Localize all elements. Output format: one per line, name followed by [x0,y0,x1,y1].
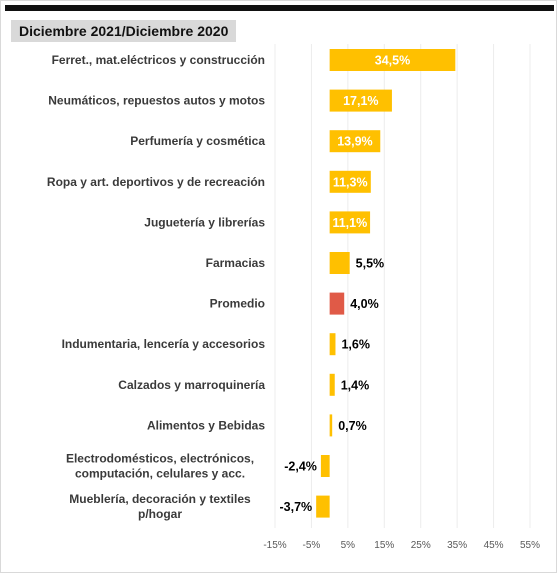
bar [329,211,371,234]
x-tick-label: 45% [484,540,504,551]
value-label: 1,6% [341,338,370,352]
value-label: 11,3% [333,175,368,189]
chart-title: Diciembre 2021/Diciembre 2020 [11,20,237,42]
bar [329,414,333,437]
bar [320,455,330,477]
category-label: Calzados y marroquinería [118,378,265,392]
bar [316,495,330,518]
bar [329,373,335,396]
category-label: Mueblería, decoración y textiles [69,492,251,506]
bar [329,252,350,274]
x-tick-label: 15% [374,540,394,551]
category-label: Promedio [210,297,265,311]
x-tick-label: 35% [447,540,467,551]
value-label: 0,7% [338,419,367,433]
value-label: -2,4% [284,460,317,474]
category-label: Neumáticos, repuestos autos y motos [48,94,265,108]
value-label: 1,4% [341,378,370,392]
category-label: p/hogar [138,507,182,521]
bar [329,292,345,315]
value-label: 13,9% [337,135,372,149]
bar [329,130,381,153]
x-tick-label: -5% [303,540,321,551]
value-label: 17,1% [343,94,378,108]
bar [329,333,336,356]
x-tick-label: 25% [411,540,431,551]
category-label: Farmacias [206,256,266,270]
bar [329,89,392,112]
value-label: 11,1% [332,216,367,230]
category-label: Alimentos y Bebidas [147,418,265,432]
value-label: 34,5% [375,54,410,68]
bar [329,49,456,71]
value-label: -3,7% [280,500,313,514]
category-label: computación, celulares y acc. [75,467,245,481]
x-tick-label: 5% [341,540,356,551]
category-label: Ferret., mat.eléctricos y construcción [52,53,265,67]
x-tick-label: -15% [263,540,286,551]
category-label: Perfumería y cosmética [130,134,265,148]
category-label: Ropa y art. deportivos y de recreación [47,175,265,189]
category-label: Electrodomésticos, electrónicos, [66,452,254,466]
bar [329,170,371,193]
category-label: Juguetería y librerías [144,215,265,229]
top-rule [5,5,554,11]
value-label: 5,5% [356,257,385,271]
value-label: 4,0% [350,297,379,311]
category-label: Indumentaria, lencería y accesorios [62,337,266,351]
x-tick-label: 55% [520,540,540,551]
